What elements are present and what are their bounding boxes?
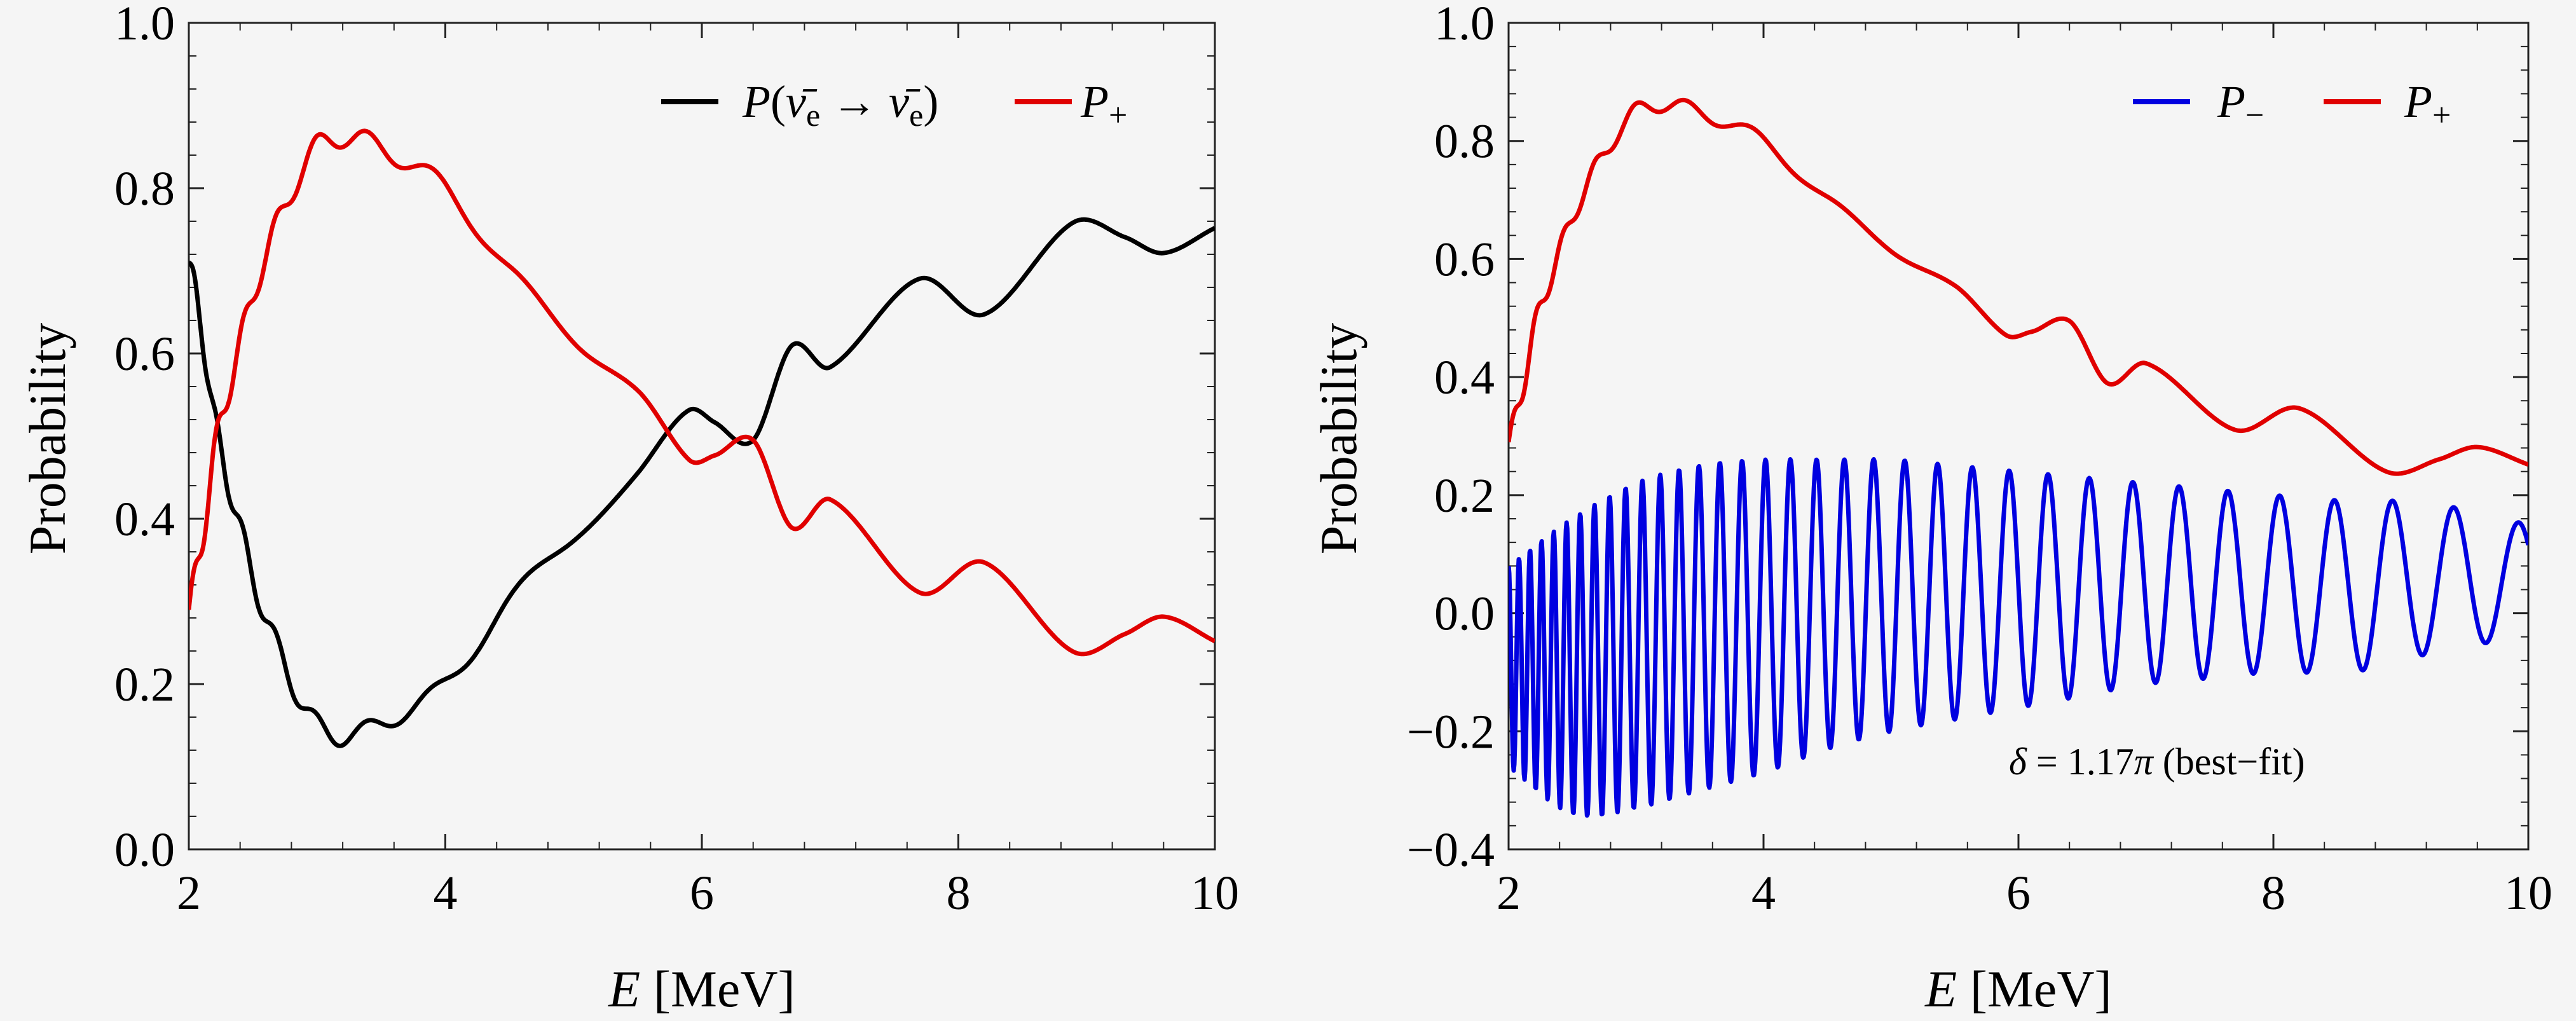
y-tick-label: −0.4 bbox=[1407, 823, 1495, 877]
left-curves bbox=[189, 128, 1215, 748]
y-tick-label: 0.6 bbox=[1434, 233, 1495, 286]
y-tick-label: 0.6 bbox=[114, 327, 175, 381]
left-x-axis-label: E [MeV] bbox=[608, 960, 795, 1018]
right-y-axis-label: Probability bbox=[1310, 323, 1367, 554]
legend-label-p-plus: P+ bbox=[1080, 76, 1127, 134]
curve-right-0 bbox=[1509, 457, 2528, 818]
legend-label-p-minus: P− bbox=[2217, 76, 2264, 134]
curve-left-0 bbox=[189, 217, 1215, 748]
y-tick-label: −0.2 bbox=[1407, 705, 1495, 758]
curve-left-1 bbox=[189, 128, 1215, 657]
y-tick-label: 1.0 bbox=[114, 0, 175, 50]
delta-annotation: δ = 1.17π (best−fit) bbox=[2009, 741, 2305, 783]
y-tick-label: 0.8 bbox=[114, 162, 175, 216]
y-tick-label: 0.2 bbox=[114, 658, 175, 711]
left-y-axis-label: Probability bbox=[18, 323, 76, 554]
x-tick-label: 10 bbox=[1191, 867, 1239, 920]
x-tick-label: 10 bbox=[2504, 867, 2552, 920]
y-tick-label: 0.0 bbox=[1434, 587, 1495, 641]
x-tick-label: 8 bbox=[2261, 867, 2285, 920]
x-tick-label: 2 bbox=[1497, 867, 1521, 920]
right-tick-labels: 2 4 6 8 10 −0.4 −0.2 0.0 0.2 0.4 0.6 0.8 1.0 bbox=[1407, 0, 2552, 920]
x-tick-label: 2 bbox=[177, 867, 201, 920]
right-panel: 2 4 6 8 10 −0.4 −0.2 0.0 0.2 0.4 0.6 0.8 1.0 E [MeV]… bbox=[1310, 0, 2552, 1018]
right-x-axis-label: E [MeV] bbox=[1924, 960, 2112, 1018]
y-tick-label: 0.4 bbox=[114, 493, 175, 546]
y-tick-label: 0.8 bbox=[1434, 115, 1495, 168]
y-tick-label: 0.2 bbox=[1434, 469, 1495, 523]
legend-label-survival-prob: P(ν̄e → ν̄e) bbox=[742, 76, 938, 133]
x-tick-label: 8 bbox=[947, 867, 971, 920]
x-tick-label: 6 bbox=[2006, 867, 2031, 920]
y-tick-label: 1.0 bbox=[1434, 0, 1495, 50]
right-curves bbox=[1509, 97, 2528, 818]
x-tick-label: 4 bbox=[434, 867, 458, 920]
legend-label-p-plus-right: P+ bbox=[2404, 76, 2451, 134]
x-tick-label: 6 bbox=[690, 867, 714, 920]
left-legend: P(ν̄e → ν̄e) P+ bbox=[661, 76, 1127, 134]
y-tick-label: 0.0 bbox=[114, 823, 175, 877]
left-major-ticks bbox=[188, 22, 1216, 851]
y-tick-label: 0.4 bbox=[1434, 351, 1495, 404]
x-tick-label: 4 bbox=[1751, 867, 1776, 920]
right-legend: P− P+ bbox=[2133, 76, 2451, 134]
left-tick-labels: 2 4 6 8 10 0.0 0.2 0.4 0.6 0.8 1.0 bbox=[114, 0, 1239, 920]
left-panel: 2 4 6 8 10 0.0 0.2 0.4 0.6 0.8 1.0 E [MeV] Probabi… bbox=[18, 0, 1239, 1018]
curve-right-1 bbox=[1509, 97, 2528, 476]
